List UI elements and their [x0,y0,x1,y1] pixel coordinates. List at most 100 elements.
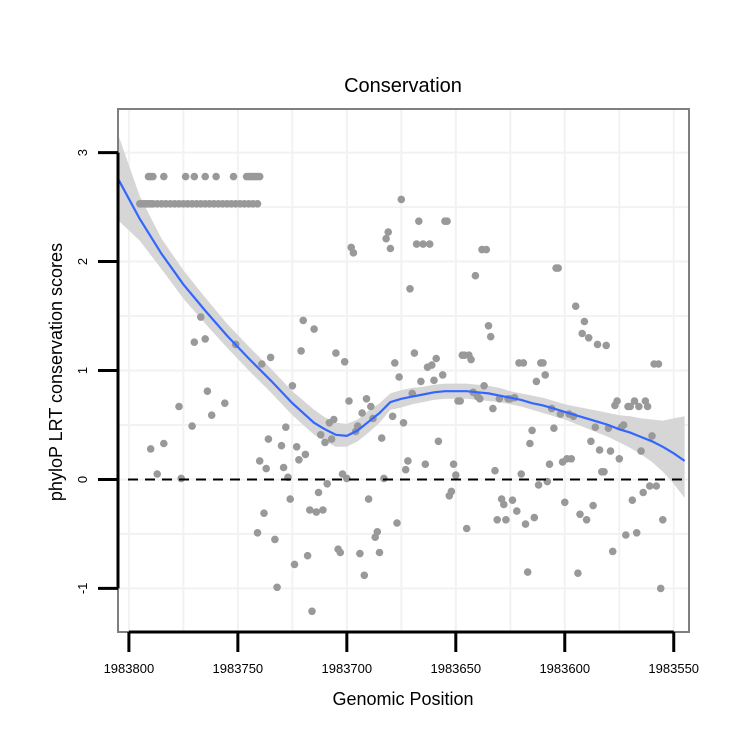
data-point [332,349,340,357]
data-point [260,509,268,517]
data-point [561,498,569,507]
data-point [160,172,168,181]
data-point [432,354,441,363]
data-point [393,519,401,527]
data-point [628,496,637,505]
data-point [447,487,456,496]
data-point [528,426,536,435]
data-point [622,531,630,539]
data-point [391,359,399,367]
data-point [397,195,406,204]
data-point [576,510,584,519]
data-point [258,360,266,368]
data-point [384,228,393,236]
data-point [513,507,521,515]
data-point [310,325,318,333]
data-point [356,549,364,558]
data-point [271,535,279,544]
data-point [532,377,541,386]
x-tick-label: 1983650 [430,661,481,676]
data-point [648,432,656,440]
data-point [613,397,621,405]
data-point [377,434,386,442]
data-point [493,516,502,524]
data-point [502,516,510,524]
data-point [349,249,358,257]
data-point [197,313,205,321]
data-point [321,438,329,447]
data-point [580,317,589,326]
data-point [517,470,525,478]
data-point [654,360,663,368]
data-point [484,322,493,330]
data-point [375,548,384,557]
data-point [434,437,443,446]
data-point [539,359,547,367]
data-point [486,332,495,341]
data-point [362,395,371,403]
data-point [292,443,301,451]
smooth-curve-layer [117,178,686,462]
data-point [567,455,576,463]
data-point [443,217,451,225]
data-point [330,415,338,424]
data-point [619,421,628,429]
data-point [456,397,465,405]
data-point [652,482,661,490]
data-point [146,445,155,453]
data-point [401,465,410,474]
data-point [266,353,275,362]
data-point [190,172,199,181]
data-point [659,516,667,524]
y-tick-label: -1 [75,583,90,595]
data-point [471,271,480,280]
data-point [306,506,314,514]
data-point [571,302,580,311]
data-point [630,397,639,405]
data-point [399,419,408,427]
data-point [264,435,273,443]
data-point [541,371,549,379]
y-tick-label: 3 [75,149,90,156]
data-point [364,495,373,503]
x-tick-label: 1983700 [322,661,373,676]
data-point [282,423,290,432]
data-point [589,501,597,510]
smooth-curve [117,178,686,462]
data-point [643,402,652,411]
data-point [303,551,312,560]
data-point [345,397,353,405]
y-tick-label: 2 [75,258,90,265]
data-point [207,411,216,420]
data-point [316,431,325,439]
data-point [467,355,475,364]
data-point [203,387,212,396]
chart-title: Conservation [344,75,462,97]
data-point [591,423,600,432]
data-point [449,460,458,469]
x-axis: 1983800 1983750 1983700 1983650 1983600 19835… [104,630,699,676]
y-tick-label: 1 [75,367,90,374]
data-point [380,474,388,483]
data-point [295,456,303,464]
data-point [600,468,608,476]
data-point [212,172,220,181]
data-point [417,377,425,386]
data-point [358,409,366,417]
data-point [639,488,647,497]
data-point [480,382,488,390]
data-point [606,447,615,455]
y-tick-label: 0 [75,476,90,483]
data-point [253,529,262,537]
data-point [373,528,382,536]
data-point [149,172,157,181]
data-point [626,402,634,411]
x-tick-label: 1983550 [648,661,699,676]
data-point [452,471,460,479]
data-point [288,382,297,390]
data-point [584,334,593,342]
data-point [582,516,591,524]
data-point [404,457,412,465]
data-point [343,474,351,483]
